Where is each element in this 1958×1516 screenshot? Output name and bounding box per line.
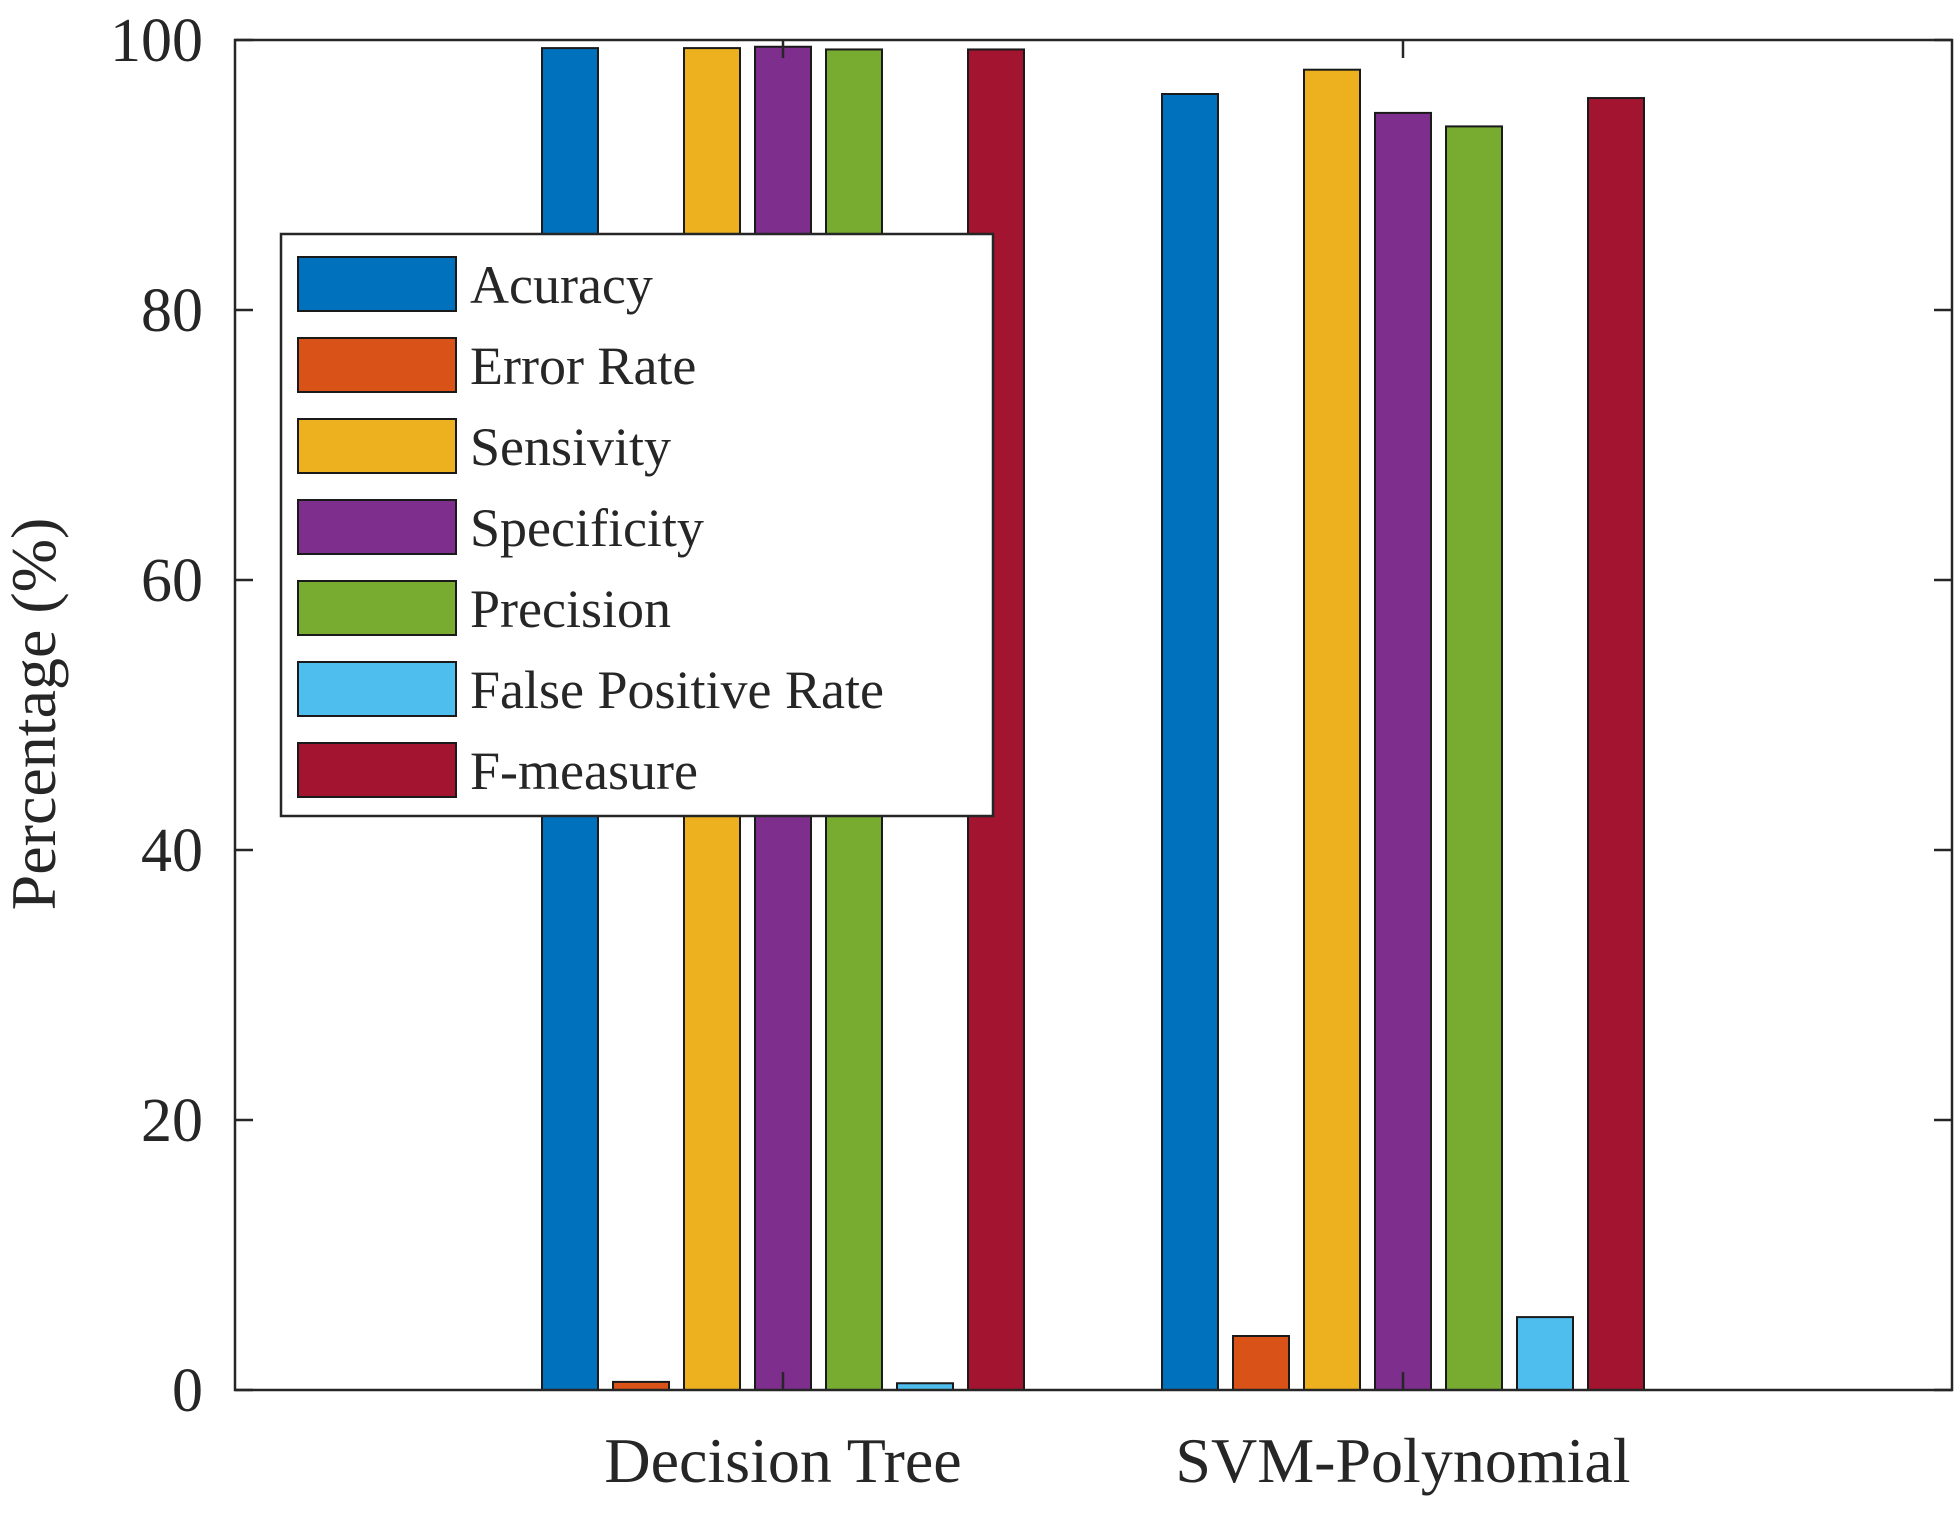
category-labels: Decision Tree SVM-Polynomial bbox=[604, 1425, 1630, 1496]
legend-label: Sensivity bbox=[470, 417, 671, 477]
legend-swatch bbox=[297, 256, 457, 312]
legend: Acuracy Error Rate Sensivity Specificity Pre… bbox=[279, 232, 995, 818]
legend-swatch bbox=[297, 661, 457, 717]
legend-label: Precision bbox=[470, 579, 671, 639]
y-tick-label: 100 bbox=[110, 7, 203, 75]
category-label: Decision Tree bbox=[604, 1425, 961, 1496]
y-tick-label: 0 bbox=[172, 1357, 203, 1425]
axis-ticks bbox=[235, 38, 1952, 1392]
bar-sensivity-1 bbox=[1303, 68, 1361, 1392]
y-tick-labels: 0 20 40 60 80 100 bbox=[110, 7, 203, 1425]
legend-label: Acuracy bbox=[470, 255, 653, 315]
legend-label: Error Rate bbox=[470, 336, 696, 396]
bar-false-positive-rate-1 bbox=[1516, 1316, 1574, 1391]
bar-acuracy-1 bbox=[1161, 93, 1219, 1391]
legend-swatch bbox=[297, 580, 457, 636]
y-tick-label: 20 bbox=[141, 1087, 203, 1155]
bar-f-measure-1 bbox=[1587, 97, 1645, 1391]
bar-precision-1 bbox=[1445, 125, 1503, 1391]
legend-label: Specificity bbox=[470, 498, 704, 558]
y-axis-title: Percentage (%) bbox=[0, 518, 69, 911]
axes-box bbox=[233, 38, 1954, 1392]
y-tick-label: 40 bbox=[141, 817, 203, 885]
legend-swatch bbox=[297, 742, 457, 798]
legend-swatch bbox=[297, 337, 457, 393]
legend-label: F-measure bbox=[470, 741, 698, 801]
legend-swatch bbox=[297, 418, 457, 474]
legend-label: False Positive Rate bbox=[470, 660, 884, 720]
y-tick-label: 60 bbox=[141, 547, 203, 615]
category-label: SVM-Polynomial bbox=[1175, 1425, 1630, 1496]
y-tick-label: 80 bbox=[141, 277, 203, 345]
legend-swatch bbox=[297, 499, 457, 555]
bar-error-rate-1 bbox=[1232, 1335, 1290, 1391]
bar-specificity-1 bbox=[1374, 111, 1432, 1391]
